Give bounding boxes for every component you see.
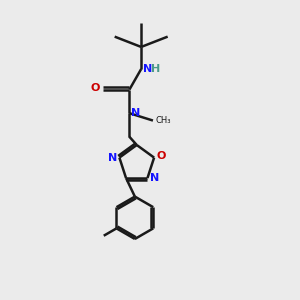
Text: N: N bbox=[131, 108, 140, 118]
Text: N: N bbox=[108, 153, 117, 163]
Text: N: N bbox=[142, 64, 152, 74]
Text: O: O bbox=[91, 83, 100, 93]
Text: CH₃: CH₃ bbox=[156, 116, 171, 125]
Text: N: N bbox=[150, 173, 159, 183]
Text: H: H bbox=[152, 64, 161, 74]
Text: O: O bbox=[157, 152, 166, 161]
